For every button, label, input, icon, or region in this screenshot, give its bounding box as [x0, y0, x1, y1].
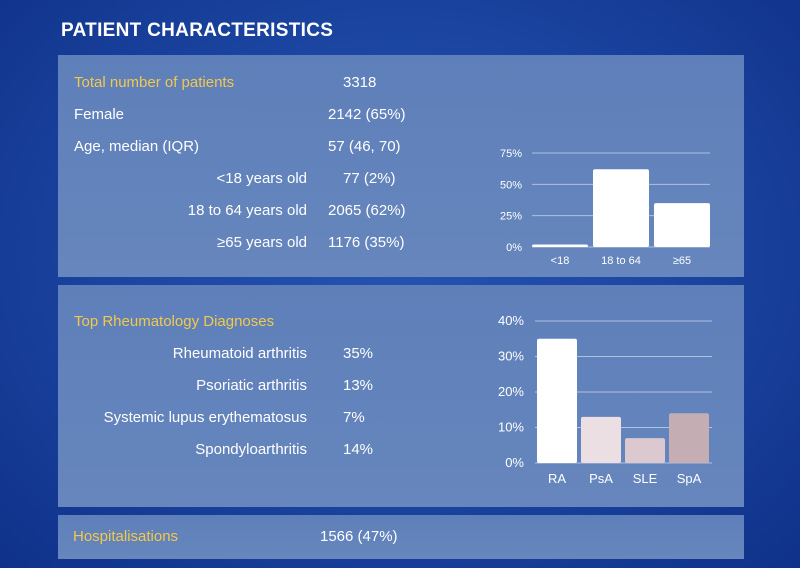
age-18-64-value: 2065 (62%) — [328, 202, 406, 219]
hospitalisations-value: 1566 (47%) — [320, 528, 398, 545]
total-patients-label: Total number of patients — [74, 74, 235, 91]
diagnoses-heading: Top Rheumatology Diagnoses — [74, 313, 275, 330]
diagnosis-value-sle: 7% — [343, 409, 365, 426]
y-tick-label: 25% — [500, 211, 522, 223]
y-tick-label: 75% — [500, 148, 522, 160]
diagnosis-label-spa: Spondyloarthritis — [195, 441, 307, 458]
x-tick-label: ≥65 — [673, 255, 691, 267]
diagnosis-value-psa: 13% — [343, 377, 374, 394]
over65-value: 1176 (35%) — [328, 234, 405, 251]
female-value: 2142 (65%) — [328, 106, 406, 123]
y-tick-label: 50% — [500, 179, 522, 191]
bar-18-to-64 — [593, 169, 649, 247]
diagnosis-label-ra: Rheumatoid arthritis — [172, 345, 307, 362]
diagnosis-value-spa: 14% — [343, 441, 374, 458]
over65-label: ≥65 years old — [217, 234, 307, 251]
hospitalisations-panel: Hospitalisations 1566 (47%) — [58, 515, 744, 559]
bar--65 — [654, 203, 710, 247]
diagnosis-value-ra: 35% — [343, 345, 374, 362]
diagnosis-label-psa: Psoriatic arthritis — [196, 377, 307, 394]
under18-value: 77 (2%) — [343, 170, 396, 187]
hospitalisations-label: Hospitalisations — [73, 528, 179, 545]
x-tick-label: <18 — [551, 255, 570, 267]
x-tick-label: 18 to 64 — [601, 255, 641, 267]
under18-label: <18 years old — [216, 170, 307, 187]
page-title: PATIENT CHARACTERISTICS — [61, 20, 334, 41]
female-label: Female — [74, 106, 125, 123]
diagnosis-label-sle: Systemic lupus erythematosus — [103, 409, 307, 426]
age-18-64-label: 18 to 64 years old — [187, 202, 307, 219]
y-tick-label: 0% — [506, 242, 522, 254]
total-patients-value: 3318 — [343, 74, 377, 91]
bar--18 — [532, 244, 588, 247]
age-value: 57 (46, 70) — [328, 138, 401, 155]
diagnoses-panel: Top Rheumatology Diagnoses Rheumatoid ar… — [58, 285, 744, 507]
age-label: Age, median (IQR) — [74, 138, 200, 155]
